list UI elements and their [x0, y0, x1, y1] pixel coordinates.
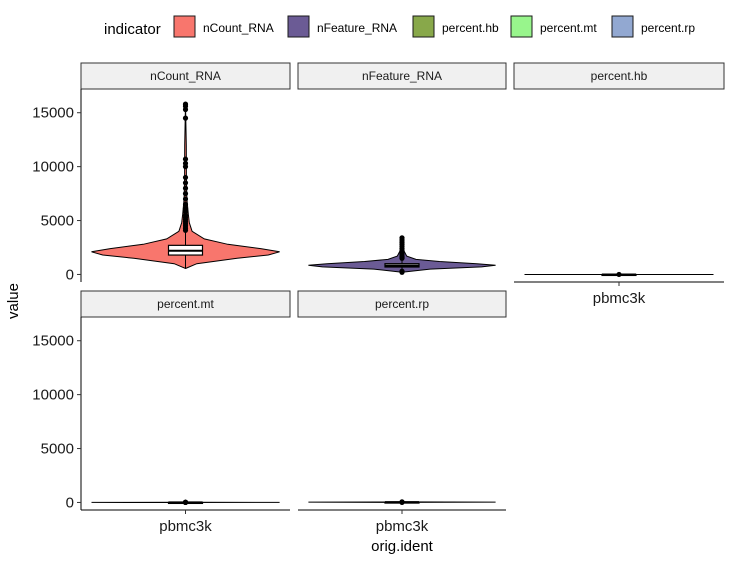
outlier-point — [182, 115, 189, 121]
x-tick-label: pbmc3k — [593, 290, 646, 307]
facet-panel-nfeature-rna: nFeature_RNA — [297, 62, 507, 275]
legend-key — [173, 15, 196, 38]
legend-label: nCount_RNA — [203, 21, 274, 35]
legend-key — [287, 15, 310, 38]
x-tick-label: pbmc3k — [159, 518, 212, 535]
outlier-point — [182, 160, 189, 166]
outlier-point — [616, 271, 622, 278]
facet-strip — [80, 62, 291, 90]
facet-strip — [297, 62, 507, 90]
facet-strip-label: percent.rp — [375, 297, 429, 311]
facet-panel-percent-hb: percent.hb pbmc3k — [513, 62, 725, 307]
y-tick-label: 5000 — [41, 213, 74, 230]
legend-label: percent.rp — [641, 21, 695, 35]
facet-panel-percent-rp: percent.rp pbmc3k — [297, 290, 507, 535]
y-tick-label: 15000 — [32, 105, 74, 122]
outlier-point — [182, 101, 189, 107]
legend-key — [510, 15, 533, 38]
legend-label: percent.hb — [442, 21, 499, 35]
facet-strip-label: percent.hb — [591, 69, 648, 83]
facet-panel-percent-mt: percent.mt 0 5000 10000 15000 pbmc3k — [32, 290, 291, 535]
outlier-point — [182, 185, 189, 191]
facet-strip — [297, 290, 507, 318]
outlier-point — [399, 499, 405, 505]
outlier-point — [182, 180, 189, 186]
legend-label: nFeature_RNA — [317, 21, 397, 35]
facet-strip-label: percent.mt — [157, 297, 214, 311]
y-tick-label: 15000 — [32, 333, 74, 350]
legend-label: percent.mt — [540, 21, 597, 35]
y-tick-label: 10000 — [32, 387, 74, 404]
outlier-point — [182, 201, 189, 207]
x-axis-title: orig.ident — [371, 538, 434, 555]
facet-strip-label: nFeature_RNA — [362, 69, 442, 83]
y-tick-label: 10000 — [32, 159, 74, 176]
outlier-point — [399, 235, 405, 241]
outlier-point — [182, 499, 189, 505]
legend-key — [611, 15, 634, 38]
outlier-point — [182, 174, 189, 181]
x-tick-label: pbmc3k — [376, 518, 429, 535]
y-tick-label: 5000 — [41, 441, 74, 458]
y-axis-title: value — [5, 283, 22, 319]
facet-strip — [513, 62, 725, 90]
legend: indicator nCount_RNA nFeature_RNA percent.… — [104, 15, 695, 38]
outlier-point — [182, 156, 189, 162]
facet-strip-label: nCount_RNA — [150, 69, 221, 83]
outlier-point — [182, 196, 189, 202]
outlier-point — [182, 190, 189, 197]
facet-panel-ncount-rna: nCount_RNA 0 5000 10000 15000 — [32, 62, 291, 283]
legend-key — [412, 15, 435, 38]
y-tick-label: 0 — [66, 266, 74, 283]
outlier-point — [399, 268, 405, 274]
outlier-point — [182, 206, 189, 212]
legend-title: indicator — [104, 21, 161, 38]
y-tick-label: 0 — [66, 494, 74, 511]
facet-strip — [80, 290, 291, 318]
